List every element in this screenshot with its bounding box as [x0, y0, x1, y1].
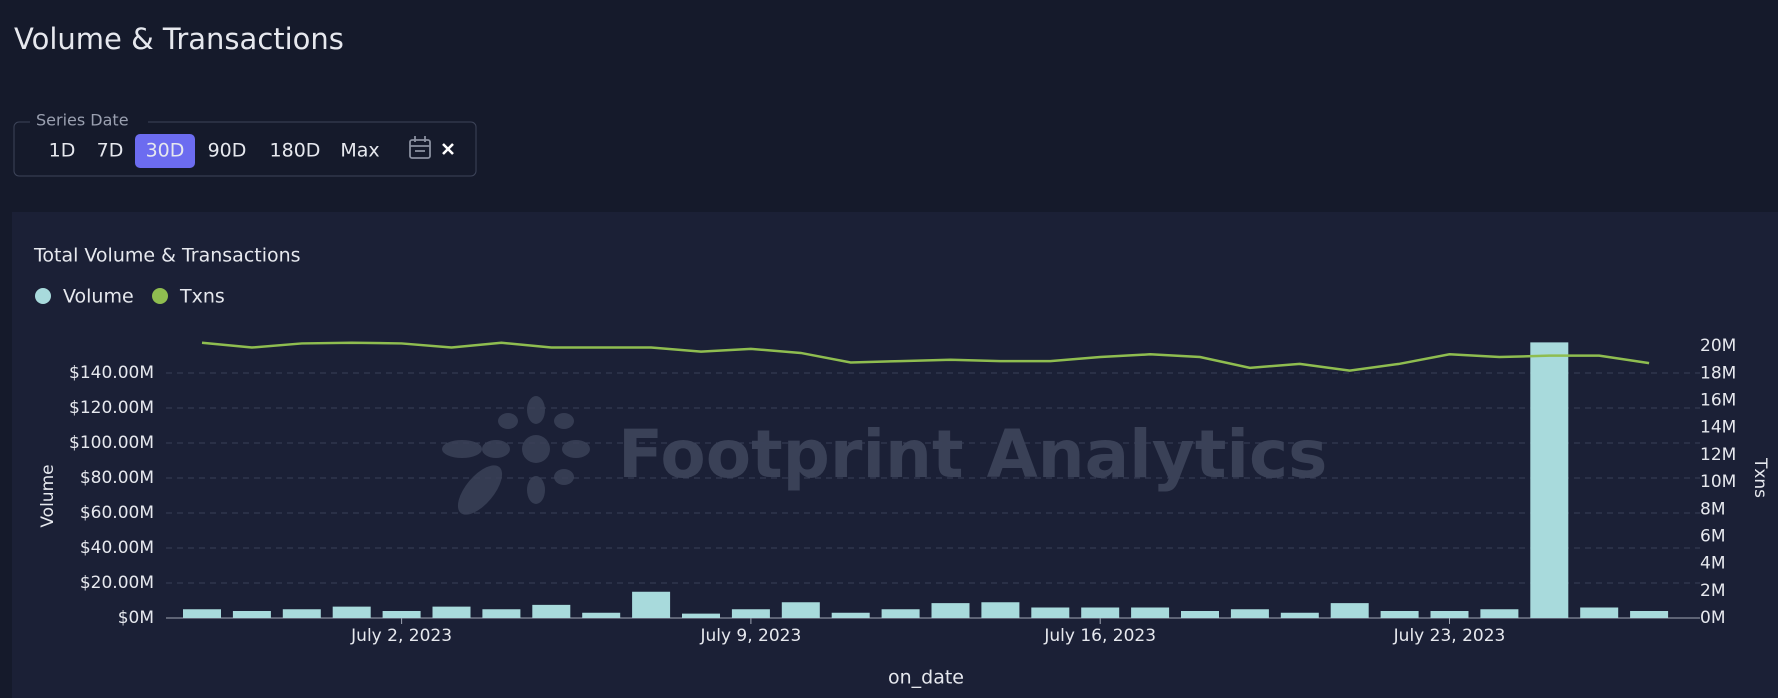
filter-box	[13, 121, 477, 177]
filter-label-bg	[30, 112, 148, 128]
legend-marker	[152, 288, 168, 304]
bar	[1131, 607, 1170, 618]
legend-label[interactable]: Txns	[179, 286, 225, 308]
filter-option[interactable]: Max	[340, 140, 379, 162]
y2-tick-label: 6M	[1700, 526, 1725, 546]
legend-label[interactable]: Volume	[63, 286, 134, 308]
x-tick-label: July 16, 2023	[1043, 626, 1156, 646]
watermark: Footprint Analytics	[618, 416, 1327, 493]
bar	[881, 609, 920, 618]
bar	[632, 591, 671, 618]
x-tick-label: July 23, 2023	[1393, 626, 1506, 646]
bar	[1031, 607, 1070, 618]
y-axis-title: Volume	[38, 464, 58, 527]
y-tick-label: $60.00M	[80, 503, 154, 523]
x-tick-label: July 2, 2023	[350, 626, 452, 646]
y2-tick-label: 8M	[1700, 499, 1725, 519]
bar	[1630, 611, 1669, 618]
bar	[183, 609, 221, 618]
legend-marker	[35, 288, 51, 304]
bar	[1181, 611, 1219, 618]
filter-options: 1D 7D 30D 90D 180D Max	[49, 134, 380, 168]
y-tick-label: $100.00M	[69, 433, 154, 453]
filter-option[interactable]: 90D	[208, 140, 247, 162]
bar	[981, 602, 1020, 618]
watermark-logo	[442, 396, 590, 515]
filter-label: Series Date	[36, 111, 129, 130]
page-title: Volume & Transactions	[14, 22, 344, 56]
y2-tick-label: 20M	[1700, 336, 1736, 356]
filter-active-bg	[135, 134, 195, 168]
bar	[1081, 607, 1120, 618]
bar	[1330, 603, 1369, 618]
bar	[482, 609, 521, 618]
x-tick-label: July 9, 2023	[699, 626, 801, 646]
y-tick-label: $140.00M	[69, 363, 154, 383]
y2-tick-label: 14M	[1700, 418, 1736, 438]
clear-icon[interactable]	[442, 143, 454, 155]
y2-tick-label: 4M	[1700, 554, 1725, 574]
bar	[831, 612, 870, 618]
bar	[682, 613, 720, 618]
bar	[1530, 342, 1569, 618]
bar	[1380, 611, 1419, 618]
bar	[532, 604, 571, 618]
bar	[332, 606, 371, 618]
y2-tick-label: 0M	[1700, 608, 1725, 628]
y-tick-label: $80.00M	[80, 468, 154, 488]
filter-option[interactable]: 30D	[146, 140, 185, 162]
chart-title: Total Volume & Transactions	[33, 245, 301, 267]
y-tick-label: $0M	[118, 608, 154, 628]
bar	[232, 611, 271, 618]
y2-tick-label: 16M	[1700, 391, 1736, 411]
y-tick-label: $20.00M	[80, 573, 154, 593]
bar	[781, 602, 820, 618]
bar	[1280, 612, 1319, 618]
bar	[382, 611, 421, 618]
bar	[1480, 609, 1519, 618]
line	[201, 341, 1650, 372]
bar	[582, 612, 621, 618]
bar	[432, 606, 471, 618]
y2-tick-label: 2M	[1700, 581, 1725, 601]
bar	[1230, 609, 1269, 618]
y-tick-label: $120.00M	[69, 398, 154, 418]
y2-tick-label: 18M	[1700, 363, 1736, 383]
bar	[731, 609, 770, 618]
y-tick-label: $40.00M	[80, 538, 154, 558]
bar	[931, 603, 970, 618]
y2-tick-label: 10M	[1700, 472, 1736, 492]
x-axis-title: on_date	[888, 667, 964, 689]
filter-option[interactable]: 1D	[49, 140, 76, 162]
filter-option[interactable]: 180D	[270, 140, 321, 162]
bar	[1580, 607, 1619, 618]
filter-option[interactable]: 7D	[97, 140, 124, 162]
y2-axis-title: Txns	[1750, 457, 1770, 498]
y2-tick-label: 12M	[1700, 445, 1736, 465]
bar	[1430, 611, 1469, 618]
bar	[282, 609, 321, 618]
calendar-icon[interactable]	[409, 136, 431, 159]
